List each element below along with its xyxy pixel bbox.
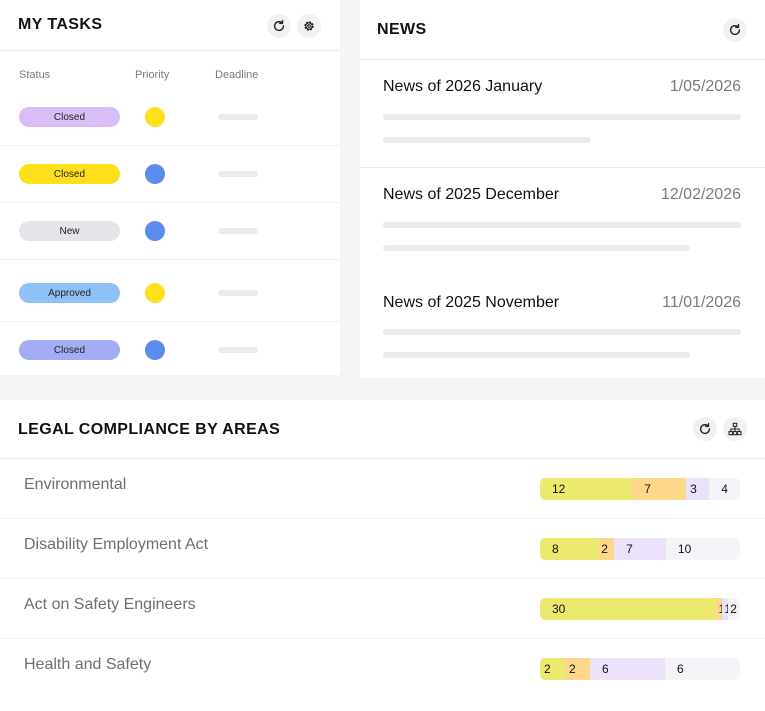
- column-header-priority: Priority: [135, 69, 170, 81]
- row-divider: [0, 638, 765, 639]
- task-row[interactable]: New: [0, 203, 340, 260]
- news-item-date: 12/02/2026: [660, 186, 741, 203]
- bar-segment: 4: [709, 478, 740, 500]
- news-item-title: News of 2026 January: [383, 78, 543, 95]
- bar-segment: 8: [540, 538, 600, 560]
- news-item-date: 1/05/2026: [669, 78, 741, 95]
- bar-segment: 1: [716, 598, 725, 620]
- compliance-area-label: Act on Safety Engineers: [24, 596, 196, 613]
- deadline-placeholder: [218, 228, 258, 234]
- legal-compliance-card: LEGAL COMPLIANCE BY AREAS Environmental 1…: [0, 400, 765, 711]
- status-badge: New: [19, 221, 120, 241]
- deadline-placeholder: [218, 171, 258, 177]
- tasks-header-divider: [0, 50, 340, 51]
- task-row[interactable]: Closed: [0, 89, 340, 146]
- priority-dot: [145, 340, 165, 360]
- bar-segment: 2: [728, 598, 740, 620]
- compliance-title: LEGAL COMPLIANCE BY AREAS: [18, 421, 281, 438]
- deadline-placeholder: [218, 290, 258, 296]
- bar-segment: 7: [632, 478, 687, 500]
- compliance-stacked-bar[interactable]: 12 7 3 4: [540, 478, 740, 500]
- bar-segment: 2: [565, 658, 590, 680]
- news-item-date: 11/01/2026: [662, 294, 741, 311]
- task-row[interactable]: Approved: [0, 265, 340, 322]
- row-divider: [0, 259, 340, 260]
- row-divider: [0, 321, 340, 322]
- tasks-title: MY TASKS: [18, 16, 103, 33]
- gear-icon: [304, 21, 314, 31]
- news-text-placeholder: [383, 114, 741, 120]
- bar-segment: 1: [722, 598, 731, 620]
- bar-segment: 12: [540, 478, 633, 500]
- news-text-placeholder: [383, 245, 690, 251]
- news-header-divider: [360, 59, 765, 60]
- refresh-icon: [729, 23, 741, 36]
- priority-dot: [145, 283, 165, 303]
- tasks-refresh-button[interactable]: [267, 14, 291, 38]
- row-divider: [0, 518, 765, 519]
- task-row[interactable]: Closed: [0, 322, 340, 375]
- bar-segment: 30: [540, 598, 717, 620]
- news-item-title: News of 2025 November: [383, 294, 560, 311]
- priority-dot: [145, 164, 165, 184]
- news-text-placeholder: [383, 352, 690, 358]
- news-text-placeholder: [383, 222, 741, 228]
- compliance-refresh-button[interactable]: [693, 417, 717, 441]
- column-header-status: Status: [19, 69, 51, 81]
- compliance-area-label: Health and Safety: [24, 656, 152, 673]
- compliance-row[interactable]: Environmental 12 7 3 4: [0, 458, 765, 518]
- deadline-placeholder: [218, 114, 258, 120]
- priority-dot: [145, 107, 165, 127]
- status-badge: Closed: [19, 340, 120, 360]
- refresh-icon: [699, 422, 711, 435]
- bar-segment: 10: [665, 538, 740, 560]
- news-item-title: News of 2025 December: [383, 186, 560, 203]
- hierarchy-icon: [728, 422, 742, 436]
- column-header-deadline: Deadline: [215, 69, 259, 81]
- compliance-row[interactable]: Act on Safety Engineers 30112: [0, 578, 765, 638]
- bar-segment: 3: [686, 478, 710, 500]
- compliance-row[interactable]: Health and Safety 2 2 6 6: [0, 638, 765, 698]
- refresh-icon: [273, 19, 285, 32]
- bar-segment: 6: [590, 658, 665, 680]
- bar-segment: 2: [599, 538, 615, 560]
- status-badge: Closed: [19, 164, 120, 184]
- status-badge: Closed: [19, 107, 120, 127]
- news-item[interactable]: News of 2025 December 12/02/2026: [360, 167, 765, 275]
- bar-segment: 7: [614, 538, 666, 560]
- tasks-settings-button[interactable]: [297, 14, 321, 38]
- task-row[interactable]: Closed: [0, 146, 340, 203]
- row-divider: [0, 202, 340, 203]
- status-badge: Approved: [19, 283, 120, 303]
- deadline-placeholder: [218, 347, 258, 353]
- compliance-area-label: Environmental: [24, 476, 127, 493]
- news-item[interactable]: News of 2026 January 1/05/2026: [360, 59, 765, 167]
- row-divider: [0, 145, 340, 146]
- bar-segment: 2: [540, 658, 565, 680]
- compliance-area-label: Disability Employment Act: [24, 536, 209, 553]
- my-tasks-card: MY TASKS Status Priority Deadline Closed…: [0, 0, 340, 375]
- compliance-header-divider: [0, 458, 765, 459]
- compliance-hierarchy-button[interactable]: [723, 417, 747, 441]
- priority-dot: [145, 221, 165, 241]
- compliance-stacked-bar[interactable]: 30112: [540, 598, 740, 620]
- bar-segment: 6: [665, 658, 740, 680]
- news-item[interactable]: News of 2025 November 11/01/2026: [360, 275, 765, 378]
- news-card: NEWS News of 2026 January 1/05/2026 News…: [360, 0, 765, 378]
- news-text-placeholder: [383, 329, 741, 335]
- news-refresh-button[interactable]: [723, 18, 747, 42]
- news-divider: [360, 167, 765, 168]
- news-text-placeholder: [383, 137, 591, 143]
- compliance-stacked-bar[interactable]: 8 2 7 10: [540, 538, 740, 560]
- compliance-row[interactable]: Disability Employment Act 8 2 7 10: [0, 518, 765, 578]
- news-title: NEWS: [377, 21, 427, 38]
- row-divider: [0, 578, 765, 579]
